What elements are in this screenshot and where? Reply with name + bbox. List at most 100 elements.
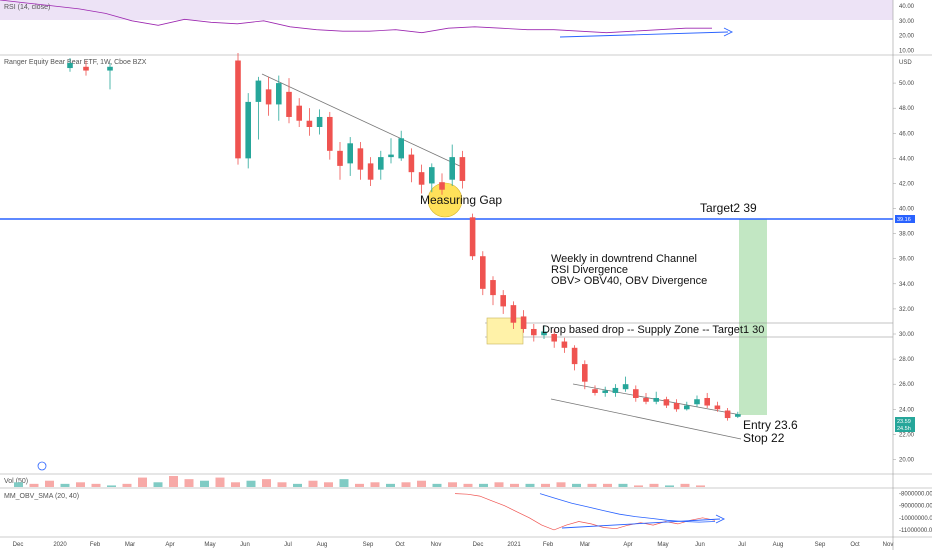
price-tick-label: 34.00 bbox=[899, 282, 915, 288]
volume-bar bbox=[401, 482, 411, 487]
time-tick-label: Mar bbox=[580, 542, 590, 548]
obv-tick-label: -8000000.00 bbox=[899, 492, 932, 498]
candle-body bbox=[306, 120, 313, 127]
rsi-line bbox=[0, 0, 712, 34]
volume-bar bbox=[45, 480, 54, 487]
volume-bar bbox=[525, 483, 535, 487]
target-zone bbox=[739, 219, 767, 415]
time-tick-label: Nov bbox=[431, 542, 442, 548]
volume-bar bbox=[432, 483, 442, 487]
thesis-line-3: OBV> OBV40, OBV Divergence bbox=[551, 275, 707, 287]
time-tick-label: Oct bbox=[850, 542, 860, 548]
candle-body bbox=[582, 364, 588, 382]
volume-bar bbox=[324, 482, 333, 487]
volume-bar bbox=[510, 483, 519, 487]
rsi-tick-label: 30.00 bbox=[899, 19, 915, 25]
time-axis: Dec 2020 Feb Mar Apr May Jun Jul Aug Sep Oct Nov Dec… bbox=[13, 542, 894, 548]
price-tick-label: 32.00 bbox=[899, 307, 915, 313]
dividend-marker-icon[interactable] bbox=[37, 461, 47, 471]
price-tick-label: 26.00 bbox=[899, 382, 915, 388]
candle-body bbox=[276, 83, 282, 105]
volume-bar bbox=[231, 482, 240, 487]
volume-bar bbox=[138, 477, 147, 487]
target2-label: Target2 39 bbox=[700, 201, 757, 215]
volume-bar bbox=[417, 480, 426, 487]
candle-body bbox=[653, 397, 659, 402]
candle-body bbox=[459, 157, 466, 181]
volume-bar bbox=[479, 483, 488, 487]
candle-body bbox=[480, 256, 486, 289]
candle-body bbox=[296, 105, 302, 121]
candle-body bbox=[602, 390, 608, 393]
candle-body bbox=[327, 116, 333, 151]
candle-body bbox=[612, 387, 619, 393]
price-tick-label: 30.00 bbox=[899, 332, 915, 338]
candle-body bbox=[510, 305, 517, 323]
last-price-tag-text-2: 24.5h bbox=[897, 426, 911, 432]
volume-bar bbox=[60, 483, 70, 487]
candle-body bbox=[255, 80, 262, 102]
candle-body bbox=[429, 167, 435, 184]
time-tick-label: Aug bbox=[773, 542, 784, 548]
channel-lower-line bbox=[550, 398, 742, 440]
volume-bar bbox=[246, 480, 256, 487]
obv-tick-label: -10000000.00 bbox=[899, 516, 932, 522]
time-tick-label: May bbox=[204, 542, 215, 548]
candle-body bbox=[347, 143, 353, 164]
candle-body bbox=[694, 399, 700, 405]
last-price-tag bbox=[895, 417, 915, 432]
supply-zone-box bbox=[486, 317, 524, 345]
level-price-tag bbox=[895, 215, 915, 223]
volume-bar bbox=[184, 479, 194, 487]
candle-body bbox=[571, 347, 578, 365]
obv-line bbox=[454, 493, 716, 531]
volume-bar bbox=[618, 483, 628, 487]
obv-title: MM_OBV_SMA (20, 40) bbox=[4, 493, 79, 500]
time-tick-label: Mar bbox=[125, 542, 135, 548]
volume-bar bbox=[107, 485, 116, 487]
volume-bar bbox=[215, 477, 225, 487]
candle-body bbox=[449, 157, 455, 180]
rsi-tick-label: 20.00 bbox=[899, 34, 915, 40]
candle-body bbox=[541, 331, 547, 336]
volume-bar bbox=[262, 479, 271, 487]
candle-body bbox=[531, 328, 537, 336]
candle-body bbox=[735, 414, 741, 417]
candle-body bbox=[520, 316, 527, 329]
candle-body bbox=[663, 399, 670, 406]
time-tick-label: Jul bbox=[284, 542, 292, 548]
volume-bar bbox=[91, 483, 101, 487]
obv-sma-line bbox=[539, 493, 716, 523]
supply-zone-label: Drop based drop -- Supply Zone -- Target… bbox=[542, 324, 764, 336]
volume-bar bbox=[169, 476, 178, 487]
time-tick-label: 2020 bbox=[53, 542, 67, 548]
volume-bar bbox=[448, 482, 457, 487]
volume-bar bbox=[14, 482, 23, 487]
volume-bar bbox=[541, 483, 550, 487]
volume-pane: Vol (50) bbox=[4, 476, 705, 487]
time-tick-label: Dec bbox=[13, 542, 24, 548]
price-tick-label: 38.00 bbox=[899, 232, 915, 238]
price-tick-label: 20.00 bbox=[899, 457, 915, 463]
candle-body bbox=[684, 405, 690, 410]
price-tick-label: 46.00 bbox=[899, 131, 915, 137]
volume-bar bbox=[634, 485, 643, 487]
candle-body bbox=[643, 397, 649, 402]
candle-body bbox=[561, 341, 568, 348]
price-tick-label: 40.00 bbox=[899, 207, 915, 213]
volume-bar bbox=[293, 483, 302, 487]
volume-bar bbox=[680, 483, 690, 487]
rsi-tick-label: 10.00 bbox=[899, 49, 915, 55]
candle-body bbox=[67, 63, 73, 69]
time-tick-label: Jun bbox=[695, 542, 705, 548]
thesis-line-2: RSI Divergence bbox=[551, 264, 628, 276]
candle-body bbox=[469, 217, 476, 257]
price-tick-label: 36.00 bbox=[899, 257, 915, 263]
candle-body bbox=[500, 295, 506, 307]
volume-bar bbox=[572, 483, 581, 487]
obv-tick-label: -9000000.00 bbox=[899, 504, 932, 510]
candle-body bbox=[622, 384, 629, 390]
downtrend-line bbox=[261, 73, 463, 168]
rsi-arrow-icon bbox=[723, 27, 734, 37]
